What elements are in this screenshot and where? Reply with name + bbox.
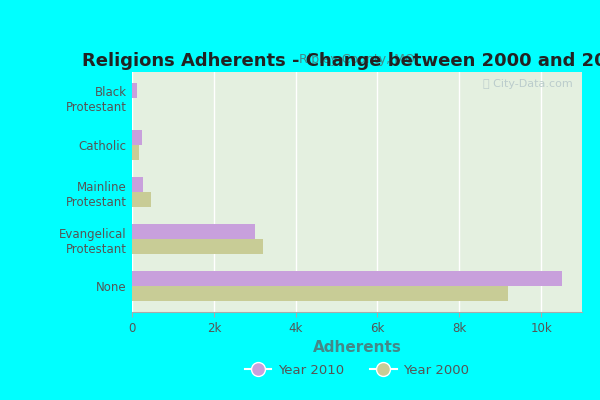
Bar [132, 145, 139, 160]
Text: Ripley County, MO: Ripley County, MO [299, 53, 415, 66]
X-axis label: Adherents: Adherents [313, 340, 401, 355]
Bar [132, 177, 143, 192]
Title: Religions Adherents - Change between 2000 and 2010: Religions Adherents - Change between 200… [82, 52, 600, 70]
Legend: Year 2010, Year 2000: Year 2010, Year 2000 [239, 359, 475, 382]
Text: Ⓢ City-Data.com: Ⓢ City-Data.com [483, 79, 573, 89]
Bar [132, 130, 142, 145]
Bar [132, 192, 151, 207]
Bar [132, 224, 255, 239]
Bar [132, 271, 562, 286]
Bar [132, 286, 508, 301]
Bar [132, 83, 137, 98]
Bar [132, 239, 263, 254]
